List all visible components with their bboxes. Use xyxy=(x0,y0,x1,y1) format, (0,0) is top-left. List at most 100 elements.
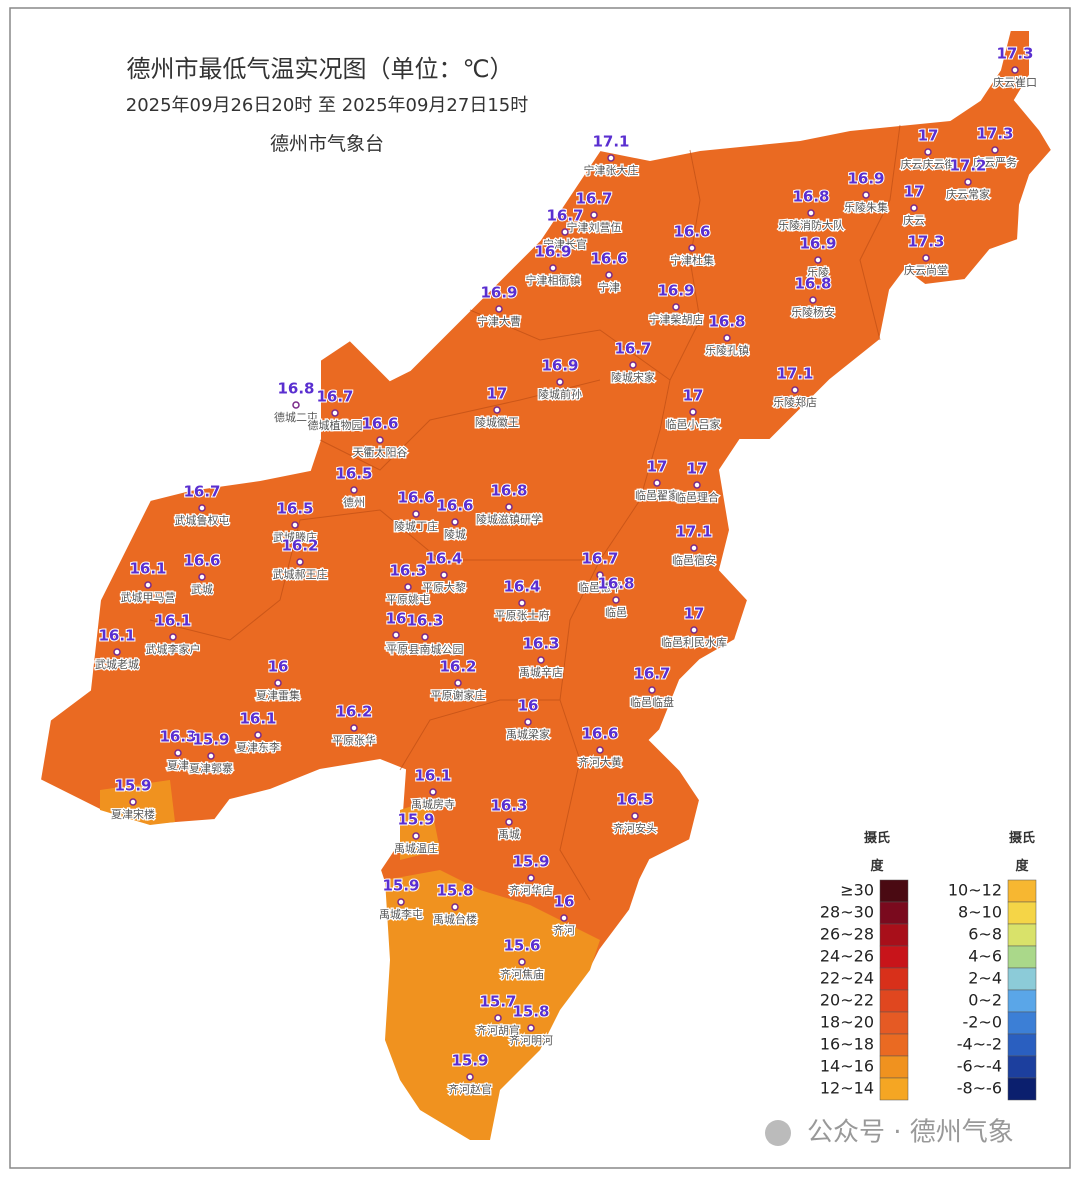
station-name: 陵城宋家 xyxy=(611,370,655,384)
station-name: 武城老城 xyxy=(95,658,139,671)
station-dot xyxy=(560,914,568,922)
station-value: 17.2 xyxy=(949,157,986,175)
station-name: 齐河安头 xyxy=(613,821,657,835)
station-name: 陵城前孙 xyxy=(538,387,582,401)
station-value: 15.9 xyxy=(397,811,434,829)
station-name: 宁津杜集 xyxy=(670,253,714,267)
legend-swatch xyxy=(1007,923,1037,947)
station: 16.4 平原张士府 xyxy=(493,577,551,624)
station: 16.1 夏津东李 xyxy=(235,709,282,756)
station-value: 16.8 xyxy=(597,575,634,593)
station: 16.9 乐陵朱集 xyxy=(843,169,890,216)
station: 17.3 庆云严务 xyxy=(972,124,1019,171)
station-value: 16.3 xyxy=(406,612,443,630)
station-value: 16.7 xyxy=(614,340,651,358)
station-dot xyxy=(292,401,300,409)
station-value: 16 xyxy=(268,658,289,676)
station: 17.3 庆云尚堂 xyxy=(903,232,950,279)
station-dot xyxy=(672,303,680,311)
station-value: 17.3 xyxy=(976,125,1013,143)
station: 15.9 禹城温庄 xyxy=(393,810,440,857)
station: 16.9 宁津柴胡店 xyxy=(647,281,705,328)
station-name: 庆云严务 xyxy=(973,155,1017,169)
station: 16.3 禹城辛店 xyxy=(518,634,565,681)
station-value: 16.8 xyxy=(794,275,831,293)
station-dot xyxy=(495,305,503,313)
station: 16 齐河 xyxy=(552,892,577,939)
station: 16.2 平原谢家庄 xyxy=(429,657,487,704)
station-value: 16.8 xyxy=(277,380,314,398)
title: 德州市最低气温实况图（单位：℃） xyxy=(127,55,514,83)
station-value: 17 xyxy=(904,183,925,201)
station-dot xyxy=(653,479,661,487)
station-value: 16.9 xyxy=(534,243,571,261)
station-name: 天衢太阳谷 xyxy=(353,446,408,459)
station-dot xyxy=(922,254,930,262)
station-value: 16.1 xyxy=(239,710,276,728)
station-value: 17 xyxy=(487,385,508,403)
station-value: 16.4 xyxy=(425,550,462,568)
station-value: 17 xyxy=(683,387,704,405)
station-name: 宁津相衙镇 xyxy=(526,273,581,287)
station-value: 16.3 xyxy=(389,562,426,580)
station-dot xyxy=(924,148,932,156)
station-name: 齐河 xyxy=(553,923,575,937)
legend-label: -2~0 xyxy=(962,1013,1002,1032)
station-value: 16.7 xyxy=(581,550,618,568)
station-name: 武城李家户 xyxy=(146,642,201,656)
station-name: 平原张士府 xyxy=(495,608,550,622)
station-value: 16.8 xyxy=(792,188,829,206)
legend-label: -6~-4 xyxy=(957,1057,1002,1076)
legend-label: ≥30 xyxy=(840,881,874,900)
station: 17.1 乐陵郑店 xyxy=(772,364,819,411)
station: 16.6 陵城 xyxy=(435,496,474,543)
station-dot xyxy=(440,571,448,579)
station-dot xyxy=(505,818,513,826)
station-dot xyxy=(596,571,604,579)
station-dot xyxy=(350,486,358,494)
station-dot xyxy=(331,409,339,417)
station-name: 禹城李屯 xyxy=(379,907,423,921)
station-name: 夏津东李 xyxy=(236,740,280,754)
legend-swatch xyxy=(1007,1055,1037,1079)
legend-label: -4~-2 xyxy=(957,1035,1002,1054)
station-value: 16.9 xyxy=(480,284,517,302)
station-name: 武城甲马营 xyxy=(121,590,176,604)
station-value: 16.9 xyxy=(799,235,836,253)
station-name: 齐河明河 xyxy=(509,1033,553,1047)
station-value: 15.8 xyxy=(512,1003,549,1021)
station-dot xyxy=(451,903,459,911)
station: 16.6 齐河大黄 xyxy=(577,724,624,771)
station-dot xyxy=(254,731,262,739)
station-name: 临邑利民水库 xyxy=(661,635,727,649)
station-dot xyxy=(690,626,698,634)
station: 16.8 乐陵消防大队 xyxy=(777,187,846,234)
station-name: 乐陵郑店 xyxy=(773,395,817,409)
station-name: 禹城房寺 xyxy=(411,798,455,811)
legend-swatch xyxy=(879,1077,909,1101)
station: 15.8 齐河明河 xyxy=(508,1002,555,1049)
station: 16 夏津雷集 xyxy=(255,657,302,704)
station-value: 16.6 xyxy=(397,489,434,507)
legend-swatch xyxy=(879,945,909,969)
station-value: 16.6 xyxy=(183,552,220,570)
legend-label: 10~12 xyxy=(948,881,1002,900)
station-dot xyxy=(412,510,420,518)
agency: 德州市气象台 xyxy=(270,133,384,155)
station-name: 陵城滋镇研学 xyxy=(476,512,542,526)
station-name: 齐河大黄 xyxy=(578,755,622,769)
legend: ≥30 28~30 26~28 24~26 22~24 20~22 18~20 16~18 14… xyxy=(820,879,1037,1101)
station-name: 武城鲁权屯 xyxy=(175,513,230,527)
stations: 17.3庆云崔口17.3庆云严务17庆云庆云街17.2庆云常家16.9乐陵朱集1… xyxy=(94,44,1039,1098)
station-name: 平原大黎 xyxy=(422,580,466,594)
station-dot xyxy=(607,154,615,162)
station-name: 德城二屯 xyxy=(274,410,318,424)
legend-swatch xyxy=(879,1011,909,1035)
station-value: 16 xyxy=(386,610,407,628)
station-name: 临邑 xyxy=(605,605,627,619)
legend-swatch xyxy=(879,923,909,947)
legend-label: -8~-6 xyxy=(957,1079,1002,1098)
station: 17 庆云庆云街 xyxy=(899,126,957,173)
legend-swatch xyxy=(1007,879,1037,903)
station-name: 庆云 xyxy=(903,213,925,227)
